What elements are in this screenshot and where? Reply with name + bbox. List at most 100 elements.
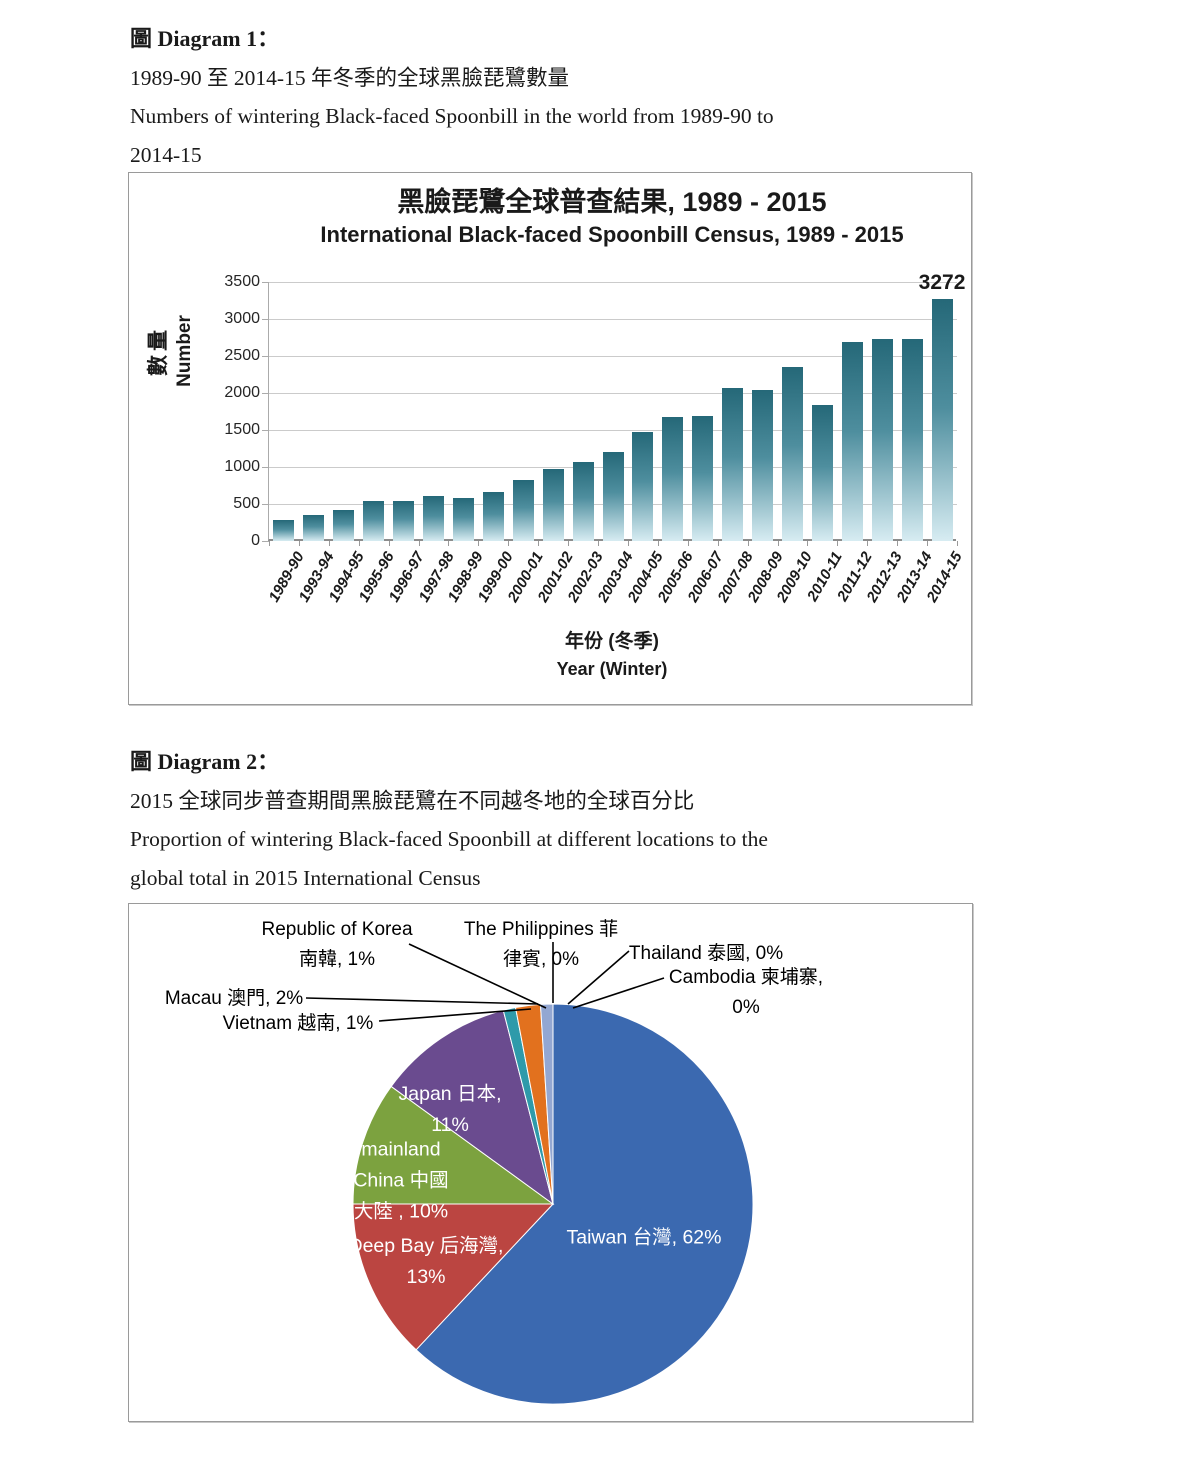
diagram2-caption-en-line2: global total in 2015 International Censu… bbox=[130, 865, 481, 890]
y-tick bbox=[262, 319, 269, 320]
diagram2-caption: 圖 Diagram 2： 2015 全球同步普查期間黑臉琵鷺在不同越冬地的全球百… bbox=[130, 743, 1030, 897]
bar-2003-04 bbox=[602, 451, 624, 541]
pie-label-philippines: The Philippines 菲律賓, 0% bbox=[463, 919, 619, 970]
x-tick bbox=[657, 541, 659, 546]
bar-2004-05 bbox=[632, 431, 654, 541]
x-tick bbox=[298, 541, 300, 546]
bar-1996-97 bbox=[393, 501, 415, 541]
bar-2010-11 bbox=[811, 404, 833, 541]
bar-1999-00 bbox=[482, 492, 504, 541]
y-tick-label: 2000 bbox=[224, 384, 260, 401]
x-tick bbox=[598, 541, 600, 546]
x-tick bbox=[927, 541, 929, 546]
x-tick bbox=[358, 541, 360, 546]
y-tick-label: 500 bbox=[233, 495, 260, 512]
bar-2007-08 bbox=[722, 388, 744, 541]
y-tick bbox=[262, 393, 269, 394]
pie-label-cambodia: Cambodia 柬埔寨, 0% bbox=[668, 967, 824, 1018]
leader-line-vietnam bbox=[378, 1008, 532, 1022]
leader-line-cambodia bbox=[572, 977, 665, 1009]
bar-1997-98 bbox=[423, 495, 445, 541]
bar-2005-06 bbox=[662, 416, 684, 541]
x-tick bbox=[747, 541, 749, 546]
bar-1989-90 bbox=[273, 519, 295, 541]
diagram1-caption-en-line1: Numbers of wintering Black-faced Spoonbi… bbox=[130, 104, 774, 128]
pie-slice-taiwan bbox=[415, 1003, 754, 1405]
pie-slice-korea bbox=[539, 1003, 554, 1205]
gridline bbox=[269, 430, 957, 431]
pie-label-japan: Japan 日本, 11% bbox=[398, 1083, 502, 1136]
bar-2006-07 bbox=[692, 415, 714, 541]
bar-1998-99 bbox=[452, 497, 474, 541]
bar-2001-02 bbox=[542, 469, 564, 541]
y-tick bbox=[262, 356, 269, 357]
bar-1993-94 bbox=[303, 515, 325, 541]
bar-chart-title-en: International Black-faced Spoonbill Cens… bbox=[320, 222, 904, 247]
x-tick bbox=[478, 541, 480, 546]
y-tick bbox=[262, 467, 269, 468]
pie-label-korea: Republic of Korea 南韓, 1% bbox=[261, 919, 413, 970]
pie-label-vietnam: Vietnam 越南, 1% bbox=[222, 1013, 374, 1034]
x-tick bbox=[837, 541, 839, 546]
bar-2008-09 bbox=[752, 389, 774, 541]
pie-label-thailand: Thailand 泰國, 0% bbox=[628, 943, 784, 964]
pie-slice-china bbox=[352, 1085, 555, 1205]
y-tick bbox=[262, 504, 269, 505]
x-tick bbox=[777, 541, 779, 546]
gridline bbox=[269, 356, 957, 357]
diagram1-caption: 圖 Diagram 1： 1989-90 至 2014-15 年冬季的全球黑臉琵… bbox=[130, 20, 1030, 174]
diagram1-heading: 圖 Diagram 1： bbox=[130, 26, 280, 51]
x-axis-title-zh: 年份 (冬季) bbox=[565, 631, 659, 652]
x-tick bbox=[957, 541, 958, 546]
diagram2-caption-zh: 2015 全球同步普查期間黑臉琵鷺在不同越冬地的全球百分比 bbox=[130, 788, 695, 813]
diagram2-chart: Taiwan 台灣, 62% Deep Bay 后海灣, 13% mainland Ch… bbox=[128, 903, 973, 1422]
y-tick-label: 2500 bbox=[224, 347, 260, 364]
bar-2000-01 bbox=[512, 479, 534, 541]
diagram1-plot: 0 500 1000 1500 2000 2500 3000 3500 1989-90 1993-… bbox=[224, 271, 965, 605]
x-tick bbox=[508, 541, 510, 546]
leader-line-macau bbox=[305, 997, 539, 1005]
x-tick bbox=[867, 541, 869, 546]
x-tick bbox=[717, 541, 719, 546]
leader-line-korea bbox=[408, 943, 547, 1009]
y-tick-label: 3500 bbox=[224, 273, 260, 290]
y-tick-label: 0 bbox=[251, 532, 260, 549]
y-tick-label: 1500 bbox=[224, 421, 260, 438]
gridline bbox=[269, 319, 957, 320]
leader-line-thailand bbox=[567, 950, 630, 1005]
bar-data-label: 3272 bbox=[918, 270, 966, 294]
bar-2012-13 bbox=[871, 339, 893, 541]
y-tick bbox=[262, 430, 269, 431]
pie-slice-deepbay bbox=[352, 1203, 555, 1351]
pie-chart bbox=[305, 942, 754, 1405]
diagram1-chart: 黑臉琵鷺全球普查結果, 1989 - 2015 International Bl… bbox=[128, 172, 972, 705]
x-tick bbox=[897, 541, 899, 546]
bar-chart-title-zh: 黑臉琵鷺全球普查結果, 1989 - 2015 bbox=[397, 187, 827, 217]
x-tick bbox=[568, 541, 570, 546]
diagram2-heading: 圖 Diagram 2： bbox=[130, 749, 280, 774]
y-axis-title-zh: 數量 bbox=[147, 326, 170, 376]
pie-label-macau: Macau 澳門, 2% bbox=[164, 988, 304, 1009]
x-tick bbox=[807, 541, 809, 546]
x-axis-title-en: Year (Winter) bbox=[556, 659, 668, 679]
x-tick bbox=[627, 541, 629, 546]
pie-label-taiwan: Taiwan 台灣, 62% bbox=[566, 1226, 722, 1249]
gridline bbox=[269, 393, 957, 394]
y-tick bbox=[262, 282, 269, 283]
pie-label-deepbay: Deep Bay 后海灣, 13% bbox=[348, 1235, 504, 1288]
bar-2014-15 bbox=[931, 298, 953, 541]
x-tick bbox=[388, 541, 390, 546]
x-tick bbox=[328, 541, 330, 546]
x-tick bbox=[687, 541, 689, 546]
x-tick bbox=[269, 541, 270, 546]
x-tick bbox=[418, 541, 420, 546]
pie-label-china: mainland China 中國 大陸 , 10% bbox=[353, 1138, 449, 1223]
gridline bbox=[269, 282, 957, 283]
bar-2009-10 bbox=[781, 367, 803, 541]
y-tick bbox=[262, 541, 269, 542]
y-axis-title: 數量 Number bbox=[145, 263, 201, 439]
bar-2011-12 bbox=[841, 341, 863, 541]
y-tick-label: 1000 bbox=[224, 458, 260, 475]
bar-2013-14 bbox=[901, 339, 923, 541]
